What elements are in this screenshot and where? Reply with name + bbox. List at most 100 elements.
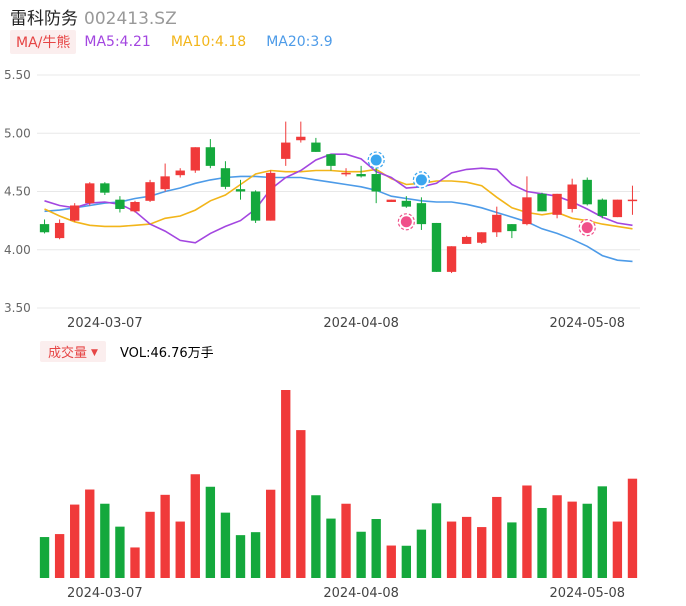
- candlestick: [281, 121, 291, 166]
- candlestick: [100, 182, 110, 195]
- candle-body: [477, 232, 487, 243]
- candle-body: [311, 142, 321, 152]
- candle-body: [356, 174, 366, 177]
- candle-body: [552, 193, 562, 215]
- candlestick: [205, 139, 216, 169]
- volume-bar: [100, 503, 110, 578]
- volume-bar: [582, 503, 592, 578]
- ma-legend: MA/牛熊 MA5:4.21 MA10:4.18 MA20:3.9: [10, 30, 353, 54]
- bull-badge-icon: [578, 219, 596, 237]
- volume-bar: [175, 521, 185, 578]
- candlestick: [522, 176, 532, 226]
- volume-bar: [492, 496, 502, 578]
- volume-bar: [85, 489, 95, 578]
- candlestick: [356, 165, 366, 178]
- candle-body: [416, 203, 427, 225]
- candlestick: [461, 235, 472, 244]
- candlestick: [371, 165, 381, 204]
- volume-axis-date-label: 2024-04-08: [323, 586, 399, 601]
- candle-body: [265, 172, 276, 221]
- candle-body: [39, 224, 50, 233]
- candlestick: [39, 219, 50, 234]
- volume-bar: [235, 535, 246, 578]
- candlestick: [431, 222, 442, 272]
- price-tick-label: 4.50: [4, 185, 31, 199]
- volume-bar: [401, 545, 412, 578]
- stock-code: 002413.SZ: [84, 9, 177, 29]
- price-tick-label: 5.50: [4, 68, 31, 82]
- candlestick: [507, 224, 517, 239]
- candlestick: [537, 192, 547, 212]
- candle-body: [175, 170, 185, 176]
- candle-body: [100, 183, 110, 193]
- candlestick: [145, 179, 155, 202]
- volume-legend: 成交量 ▼ VOL:46.76万手: [40, 340, 214, 362]
- candlestick: [582, 177, 592, 206]
- ma10-line: [44, 168, 633, 230]
- ma20-label: MA20:3.9: [266, 34, 333, 50]
- price-axis-date-label: 2024-05-08: [549, 316, 625, 331]
- ma-toggle-tag[interactable]: MA/牛熊: [10, 30, 77, 54]
- candlestick: [265, 170, 276, 221]
- candle-body: [326, 154, 336, 166]
- volume-bar: [70, 504, 80, 578]
- candlestick: [446, 246, 457, 274]
- volume-bar: [130, 547, 140, 578]
- volume-bar: [326, 518, 336, 578]
- volume-bar: [39, 537, 50, 578]
- volume-bar: [356, 531, 366, 578]
- price-axis-date-label: 2024-03-07: [67, 316, 143, 331]
- volume-bar: [145, 511, 155, 578]
- ma10-label: MA10:4.18: [170, 34, 247, 50]
- candlestick: [250, 190, 261, 223]
- candlestick: [130, 200, 140, 213]
- candlestick: [160, 163, 170, 192]
- candlestick: [326, 154, 336, 171]
- candle-body: [70, 205, 80, 221]
- dropdown-arrow-icon: ▼: [91, 347, 98, 358]
- candlestick: [597, 198, 607, 219]
- badge-dot: [415, 174, 427, 186]
- stock-title: 雷科防务 002413.SZ: [10, 4, 177, 29]
- candlestick: [627, 185, 638, 215]
- candlestick: [70, 203, 80, 222]
- volume-bar: [220, 512, 231, 578]
- candle-body: [446, 246, 457, 272]
- ma5-line: [44, 153, 633, 244]
- candle-body: [296, 136, 306, 141]
- volume-bar: [115, 526, 125, 578]
- volume-bar: [386, 545, 396, 578]
- candlestick: [492, 206, 502, 237]
- candle-body: [130, 201, 140, 212]
- stock-name: 雷科防务: [10, 9, 78, 29]
- candle-body: [401, 200, 412, 207]
- volume-bar: [205, 486, 216, 578]
- candlestick: [175, 168, 185, 178]
- volume-bar: [250, 532, 261, 578]
- volume-bar: [612, 521, 623, 578]
- candlestick: [386, 199, 396, 202]
- volume-bar: [160, 494, 170, 578]
- candlestick: [220, 161, 231, 190]
- volume-indicator-dropdown[interactable]: 成交量 ▼: [40, 340, 106, 362]
- candlestick: [612, 199, 623, 218]
- volume-bar: [567, 501, 577, 578]
- candlestick: [311, 137, 321, 152]
- badge-dot: [581, 222, 593, 234]
- volume-tag-label: 成交量: [48, 345, 88, 361]
- candlestick: [567, 178, 577, 213]
- volume-bar: [311, 495, 321, 578]
- candle-body: [281, 142, 291, 159]
- volume-value: VOL:46.76万手: [119, 345, 214, 361]
- volume-bar: [416, 529, 427, 578]
- candlestick: [341, 168, 351, 177]
- candle-body: [522, 197, 532, 225]
- candle-body: [160, 176, 170, 190]
- volume-bar: [461, 516, 472, 578]
- volume-bar: [296, 430, 306, 578]
- candle-body: [190, 147, 200, 171]
- volume-bar: [627, 478, 638, 578]
- candlestick: [296, 121, 306, 143]
- candlestick: [401, 196, 412, 208]
